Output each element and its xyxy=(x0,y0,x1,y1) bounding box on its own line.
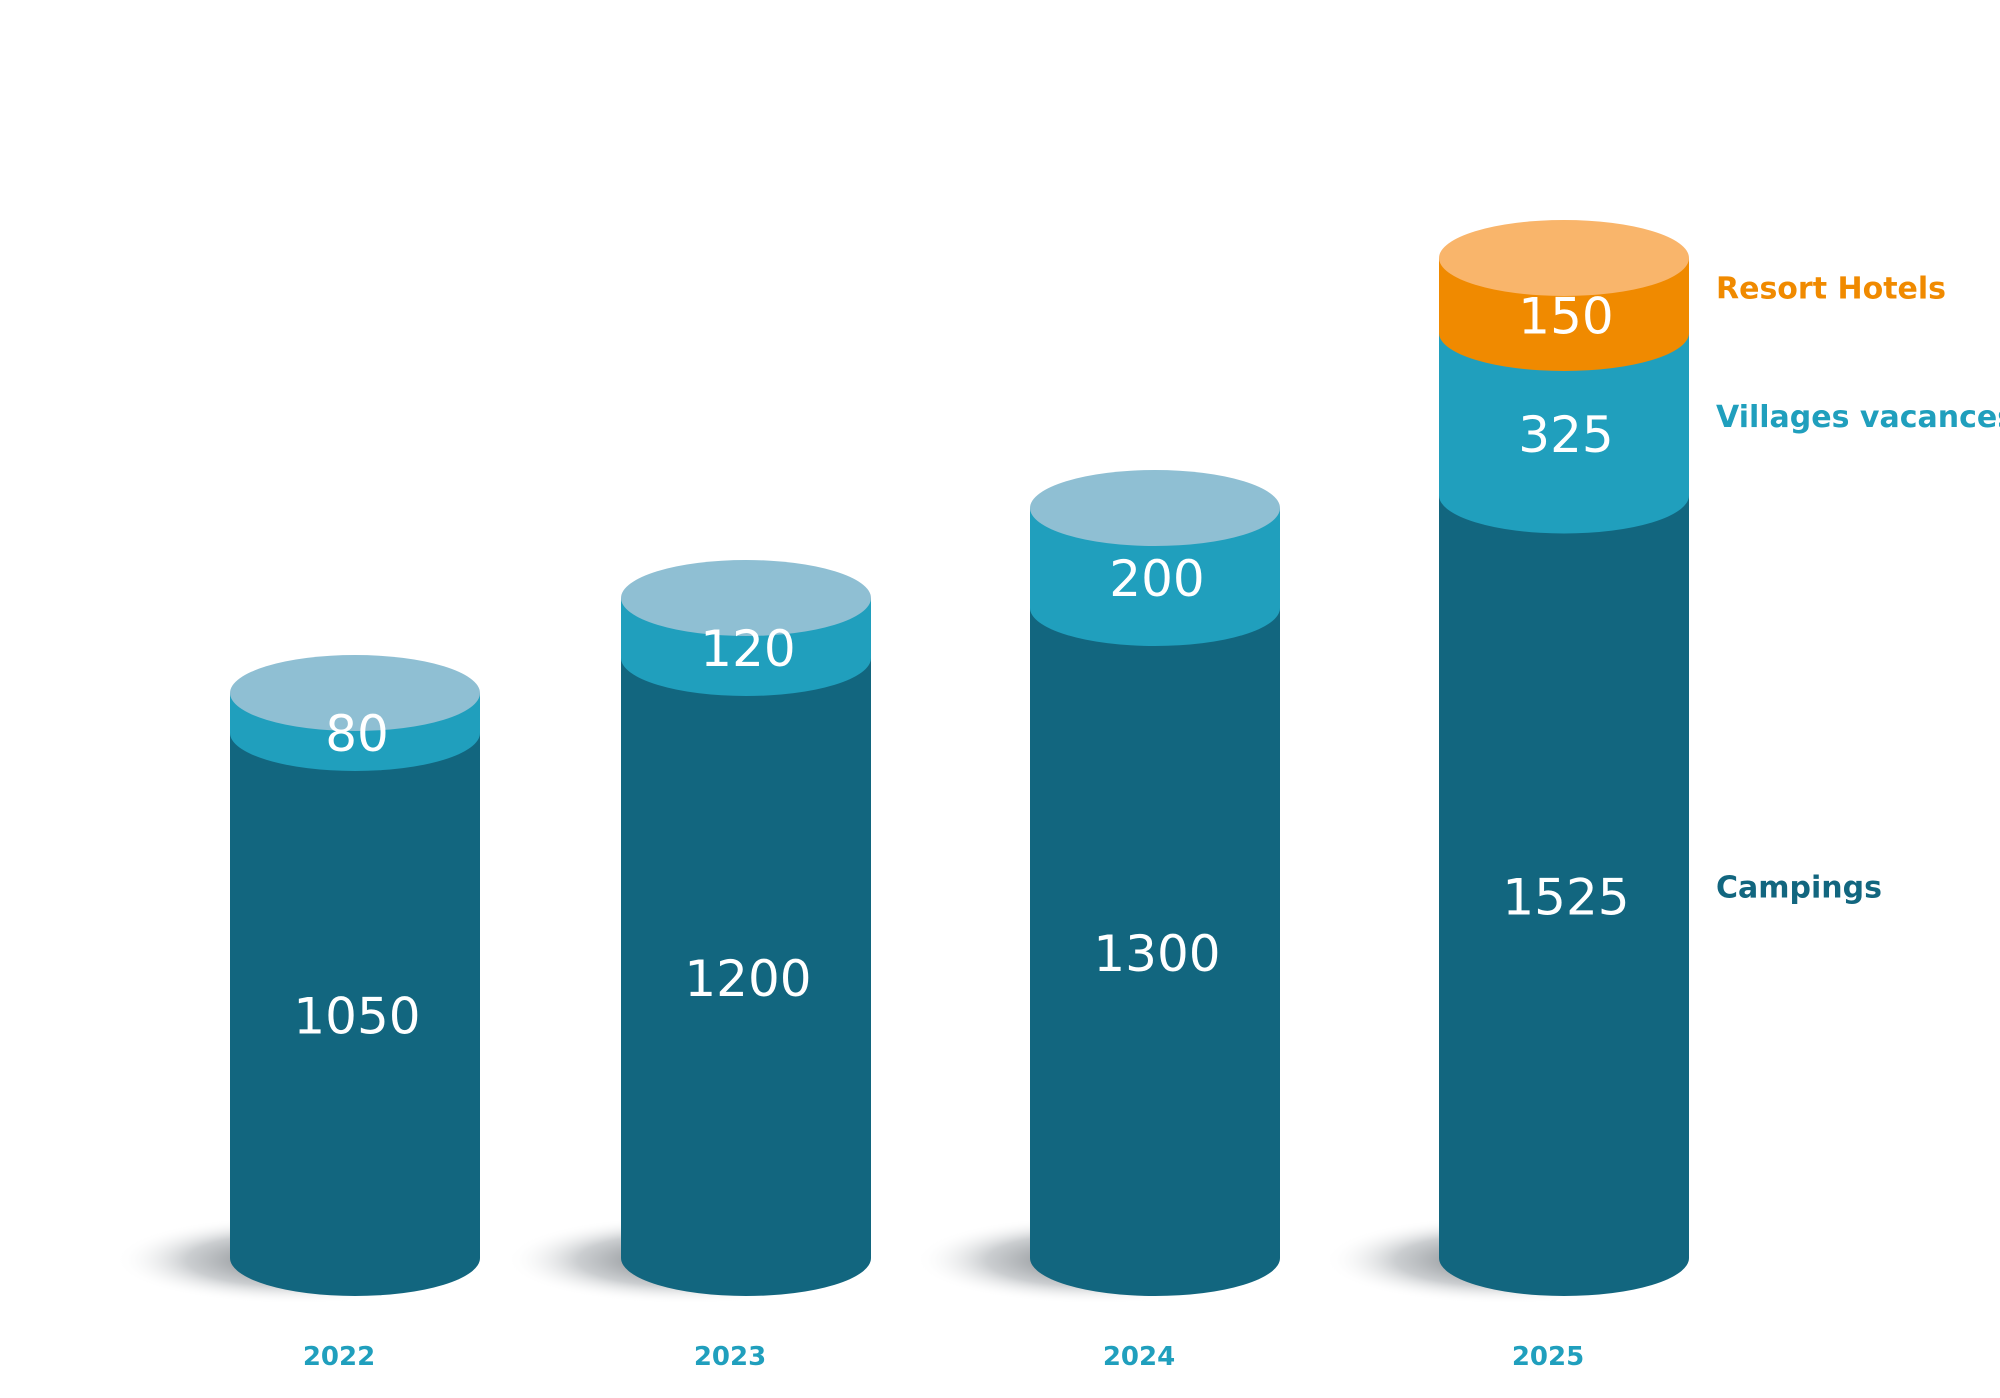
year-label-y2023: 2023 xyxy=(694,1342,766,1372)
bar-y2024-campings xyxy=(1030,608,1280,1296)
value-label-y2025-villages-vacances: 325 xyxy=(1518,406,1613,464)
value-label-y2024-villages-vacances: 200 xyxy=(1109,550,1204,608)
legend: Campings Villages vacances Resort Hotels xyxy=(1716,271,2000,905)
top-cap-y2024 xyxy=(1030,470,1280,546)
value-label-y2023-campings: 1200 xyxy=(684,950,811,1008)
bar-y2025-campings xyxy=(1439,495,1689,1296)
year-axis: 2022 2023 2024 2025 xyxy=(303,1342,1584,1372)
bar-y2023-campings xyxy=(621,658,871,1296)
value-label-y2025-campings: 1525 xyxy=(1502,869,1629,927)
top-cap-y2023 xyxy=(621,560,871,636)
value-labels: 1050 80 1200 120 1300 200 1525 325 150 xyxy=(293,287,1629,1045)
year-label-y2022: 2022 xyxy=(303,1342,375,1372)
bar-y2024-villages-vacances xyxy=(1030,508,1280,646)
bar-y2025-villages-vacances xyxy=(1439,333,1689,534)
legend-item-campings: Campings xyxy=(1716,871,1882,906)
value-label-y2024-campings: 1300 xyxy=(1093,925,1220,983)
value-label-y2022-villages-vacances: 80 xyxy=(325,705,389,763)
value-label-y2022-campings: 1050 xyxy=(293,987,420,1045)
top-cap-y2025 xyxy=(1439,220,1689,296)
legend-item-villages-vacances: Villages vacances xyxy=(1716,400,2000,435)
value-label-y2025-resort-hotels: 150 xyxy=(1518,287,1613,345)
bar-y2022-campings xyxy=(230,733,480,1296)
value-label-y2023-villages-vacances: 120 xyxy=(700,620,795,678)
cylinder-bars xyxy=(230,220,1689,1296)
legend-item-resort-hotels: Resort Hotels xyxy=(1716,271,1946,306)
year-label-y2024: 2024 xyxy=(1103,1342,1175,1372)
top-cap-y2022 xyxy=(230,655,480,731)
year-label-y2025: 2025 xyxy=(1512,1342,1584,1372)
